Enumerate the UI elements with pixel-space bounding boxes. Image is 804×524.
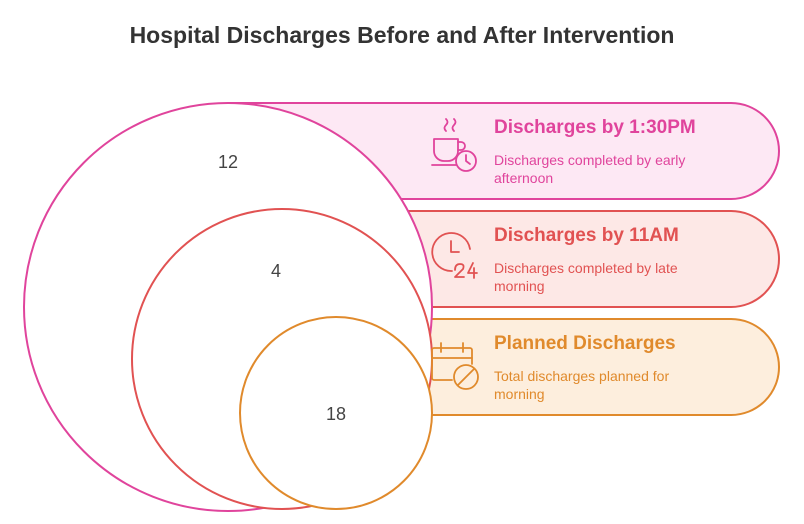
calendar-cancel-icon [431,342,479,390]
description-discharges-11am: Discharges completed by late morning [494,260,678,294]
description-planned-discharges: Total discharges planned for morning [494,368,670,402]
description-discharges-130pm: Discharges completed by early afternoon [494,152,686,186]
clock-24-icon [431,232,478,279]
coffee-cup-clock-icon [431,118,477,172]
heading-discharges-11am: Discharges by 11AM [494,225,679,246]
banner-orange [319,318,780,416]
heading-discharges-130pm: Discharges by 1:30PM [494,117,696,138]
value-small-circle: 18 [325,404,347,424]
heading-planned-discharges: Planned Discharges [494,333,676,354]
circle-small [239,316,433,510]
page-title: Hospital Discharges Before and After Int… [129,22,675,48]
value-medium-circle: 4 [270,261,281,281]
value-large-circle: 12 [217,152,239,172]
